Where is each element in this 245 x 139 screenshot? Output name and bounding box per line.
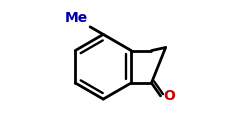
Text: Me: Me xyxy=(65,11,88,25)
Text: O: O xyxy=(163,89,175,103)
